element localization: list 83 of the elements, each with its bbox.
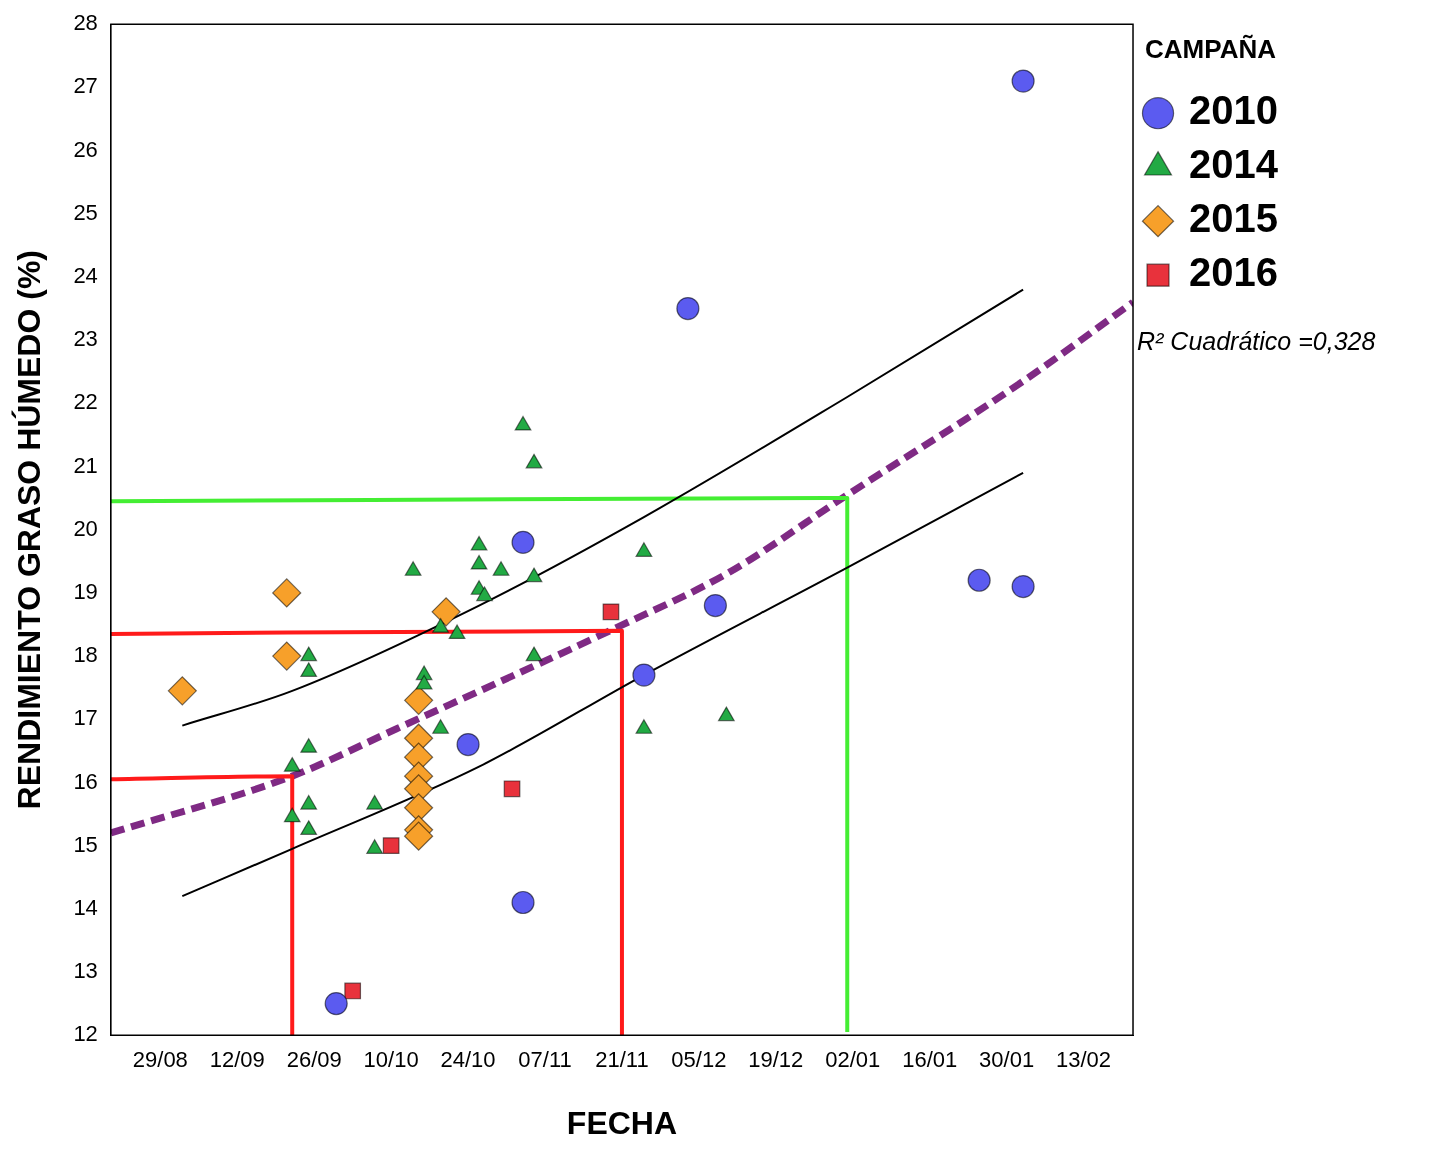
y-tick-label: 14 [73, 894, 98, 920]
point [431, 597, 461, 627]
y-axis-title: RENDIMIENTO GRASO HÚMEDO (%) [11, 249, 48, 810]
point [470, 554, 488, 570]
point [967, 568, 991, 592]
point [635, 719, 653, 734]
point [503, 780, 521, 798]
point [1011, 574, 1035, 599]
point [415, 674, 433, 690]
point [476, 586, 493, 602]
point [514, 415, 532, 431]
y-tick-label: 21 [73, 452, 98, 478]
point [300, 820, 318, 835]
point [366, 839, 384, 854]
y-tick-label: 15 [73, 831, 98, 857]
point [300, 794, 318, 810]
y-tick-label: 16 [73, 768, 98, 794]
point [432, 618, 449, 633]
point [324, 992, 348, 1016]
point [344, 982, 362, 1000]
x-tick-label: 10/10 [363, 1047, 419, 1073]
point [511, 530, 535, 554]
point [272, 641, 302, 671]
point [404, 561, 422, 576]
x-tick-label: 16/01 [902, 1047, 958, 1073]
y-tick-label: 22 [73, 389, 98, 415]
x-tick-label: 21/11 [595, 1047, 649, 1073]
point [602, 603, 620, 621]
x-axis-title: FECHA [566, 1104, 678, 1141]
point [492, 561, 510, 576]
point [167, 676, 197, 706]
y-tick-label: 13 [73, 958, 98, 984]
y-tick-label: 17 [73, 705, 98, 731]
y-tick-label: 20 [73, 515, 98, 541]
y-tick-label: 27 [73, 73, 98, 99]
y-tick-label: 24 [73, 263, 98, 289]
point [635, 542, 653, 557]
point [717, 706, 735, 722]
point [300, 738, 318, 753]
point [525, 453, 543, 469]
y-tick-label: 26 [73, 136, 98, 162]
legend-label: 2015 [1189, 196, 1278, 241]
point [283, 807, 301, 823]
legend-label: 2014 [1189, 142, 1279, 187]
line-series [181, 471, 1025, 898]
x-tick-label: 07/11 [518, 1047, 572, 1073]
legend-label: 2016 [1189, 250, 1278, 295]
point [404, 821, 434, 851]
y-tick-label: 18 [73, 642, 98, 668]
x-tick-label: 24/10 [440, 1047, 496, 1073]
x-tick-label: 12/09 [209, 1047, 265, 1073]
text: R² Cuadrático =0,328 [1137, 327, 1376, 356]
point [525, 646, 543, 662]
legend-title: CAMPAÑA [1145, 34, 1277, 65]
line-series [181, 288, 1025, 727]
legend-label: 2010 [1189, 88, 1278, 133]
x-tick-label: 26/09 [286, 1047, 342, 1073]
point [432, 719, 449, 734]
y-tick-label: 12 [73, 1021, 98, 1047]
point [300, 662, 318, 677]
point [300, 646, 318, 662]
y-tick-label: 25 [73, 199, 98, 225]
point [525, 567, 543, 583]
point [283, 757, 301, 772]
y-tick-label: 19 [73, 578, 98, 604]
y-tick-label: 28 [73, 10, 98, 36]
x-tick-label: 13/02 [1056, 1047, 1112, 1073]
point [366, 794, 384, 810]
point [404, 685, 434, 715]
x-tick-label: 05/12 [671, 1047, 727, 1073]
point [632, 663, 656, 687]
x-tick-label: 29/08 [132, 1047, 188, 1073]
point [456, 732, 480, 757]
x-tick-label: 19/12 [748, 1047, 804, 1073]
x-tick-label: 30/01 [979, 1047, 1035, 1073]
point [448, 624, 466, 640]
x-tick-label: 02/01 [825, 1047, 881, 1073]
point [470, 535, 488, 551]
y-tick-label: 23 [73, 326, 98, 352]
point [703, 593, 727, 618]
point [272, 578, 302, 608]
point [511, 890, 535, 915]
point [382, 837, 400, 855]
